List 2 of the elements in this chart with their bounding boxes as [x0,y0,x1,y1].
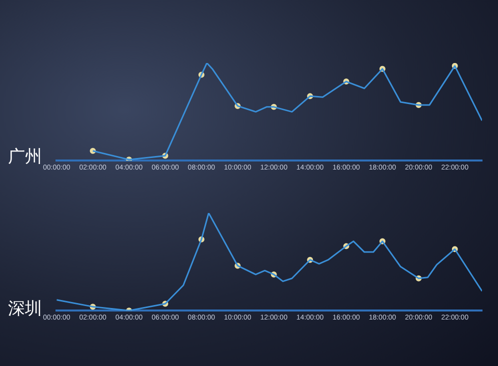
text: 广州 [8,146,42,168]
text: 深圳 [8,298,42,320]
